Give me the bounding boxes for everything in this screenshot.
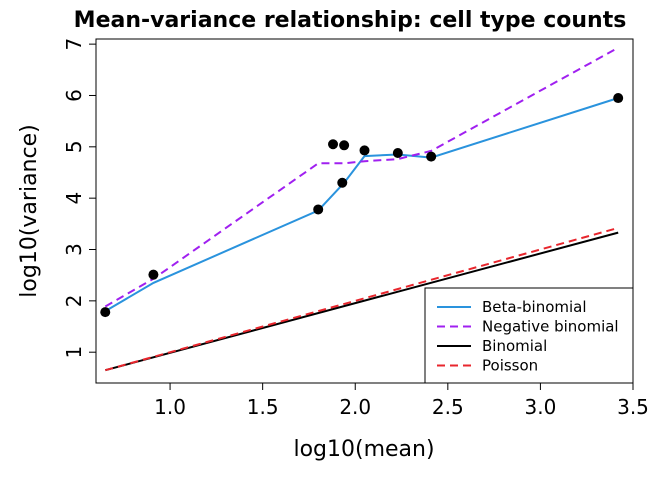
x-tick-label: 2.5 <box>432 395 464 419</box>
data-point <box>392 147 403 158</box>
legend-box <box>424 287 634 384</box>
data-point <box>339 140 350 151</box>
x-tick-label: 1.5 <box>247 395 279 419</box>
y-tick-label: 7 <box>62 38 86 51</box>
data-point <box>100 307 111 318</box>
y-tick-label: 2 <box>62 294 86 307</box>
y-tick-label: 5 <box>62 140 86 153</box>
series-line-binomial <box>105 231 619 372</box>
y-tick-label: 1 <box>62 346 86 359</box>
data-point <box>148 269 159 280</box>
data-point <box>613 93 624 104</box>
data-point <box>337 177 348 188</box>
legend-entry: Binomial <box>482 337 547 355</box>
x-axis-label: log10(mean) <box>293 437 434 462</box>
data-point <box>313 204 324 215</box>
legend-entry: Beta-binomial <box>482 298 587 316</box>
data-point <box>328 139 339 150</box>
x-tick-label: 3.0 <box>525 395 557 419</box>
series-line-beta-binomial <box>104 97 619 312</box>
legend-entry: Negative binomial <box>482 318 619 336</box>
chart-title: Mean-variance relationship: cell type co… <box>74 8 627 33</box>
legend-entry: Poisson <box>482 357 538 375</box>
y-tick-label: 3 <box>62 243 86 256</box>
x-tick-label: 3.5 <box>617 395 649 419</box>
data-point <box>359 145 370 156</box>
y-axis-label: log10(variance) <box>17 124 42 297</box>
plot-frame <box>95 38 634 384</box>
series-line-poisson <box>105 226 619 372</box>
data-point <box>426 151 437 162</box>
y-tick-label: 6 <box>62 89 86 102</box>
x-tick-label: 1.0 <box>154 395 186 419</box>
y-tick-label: 4 <box>62 192 86 205</box>
x-tick-label: 2.0 <box>339 395 371 419</box>
series-line-negative-binomial <box>104 46 619 308</box>
